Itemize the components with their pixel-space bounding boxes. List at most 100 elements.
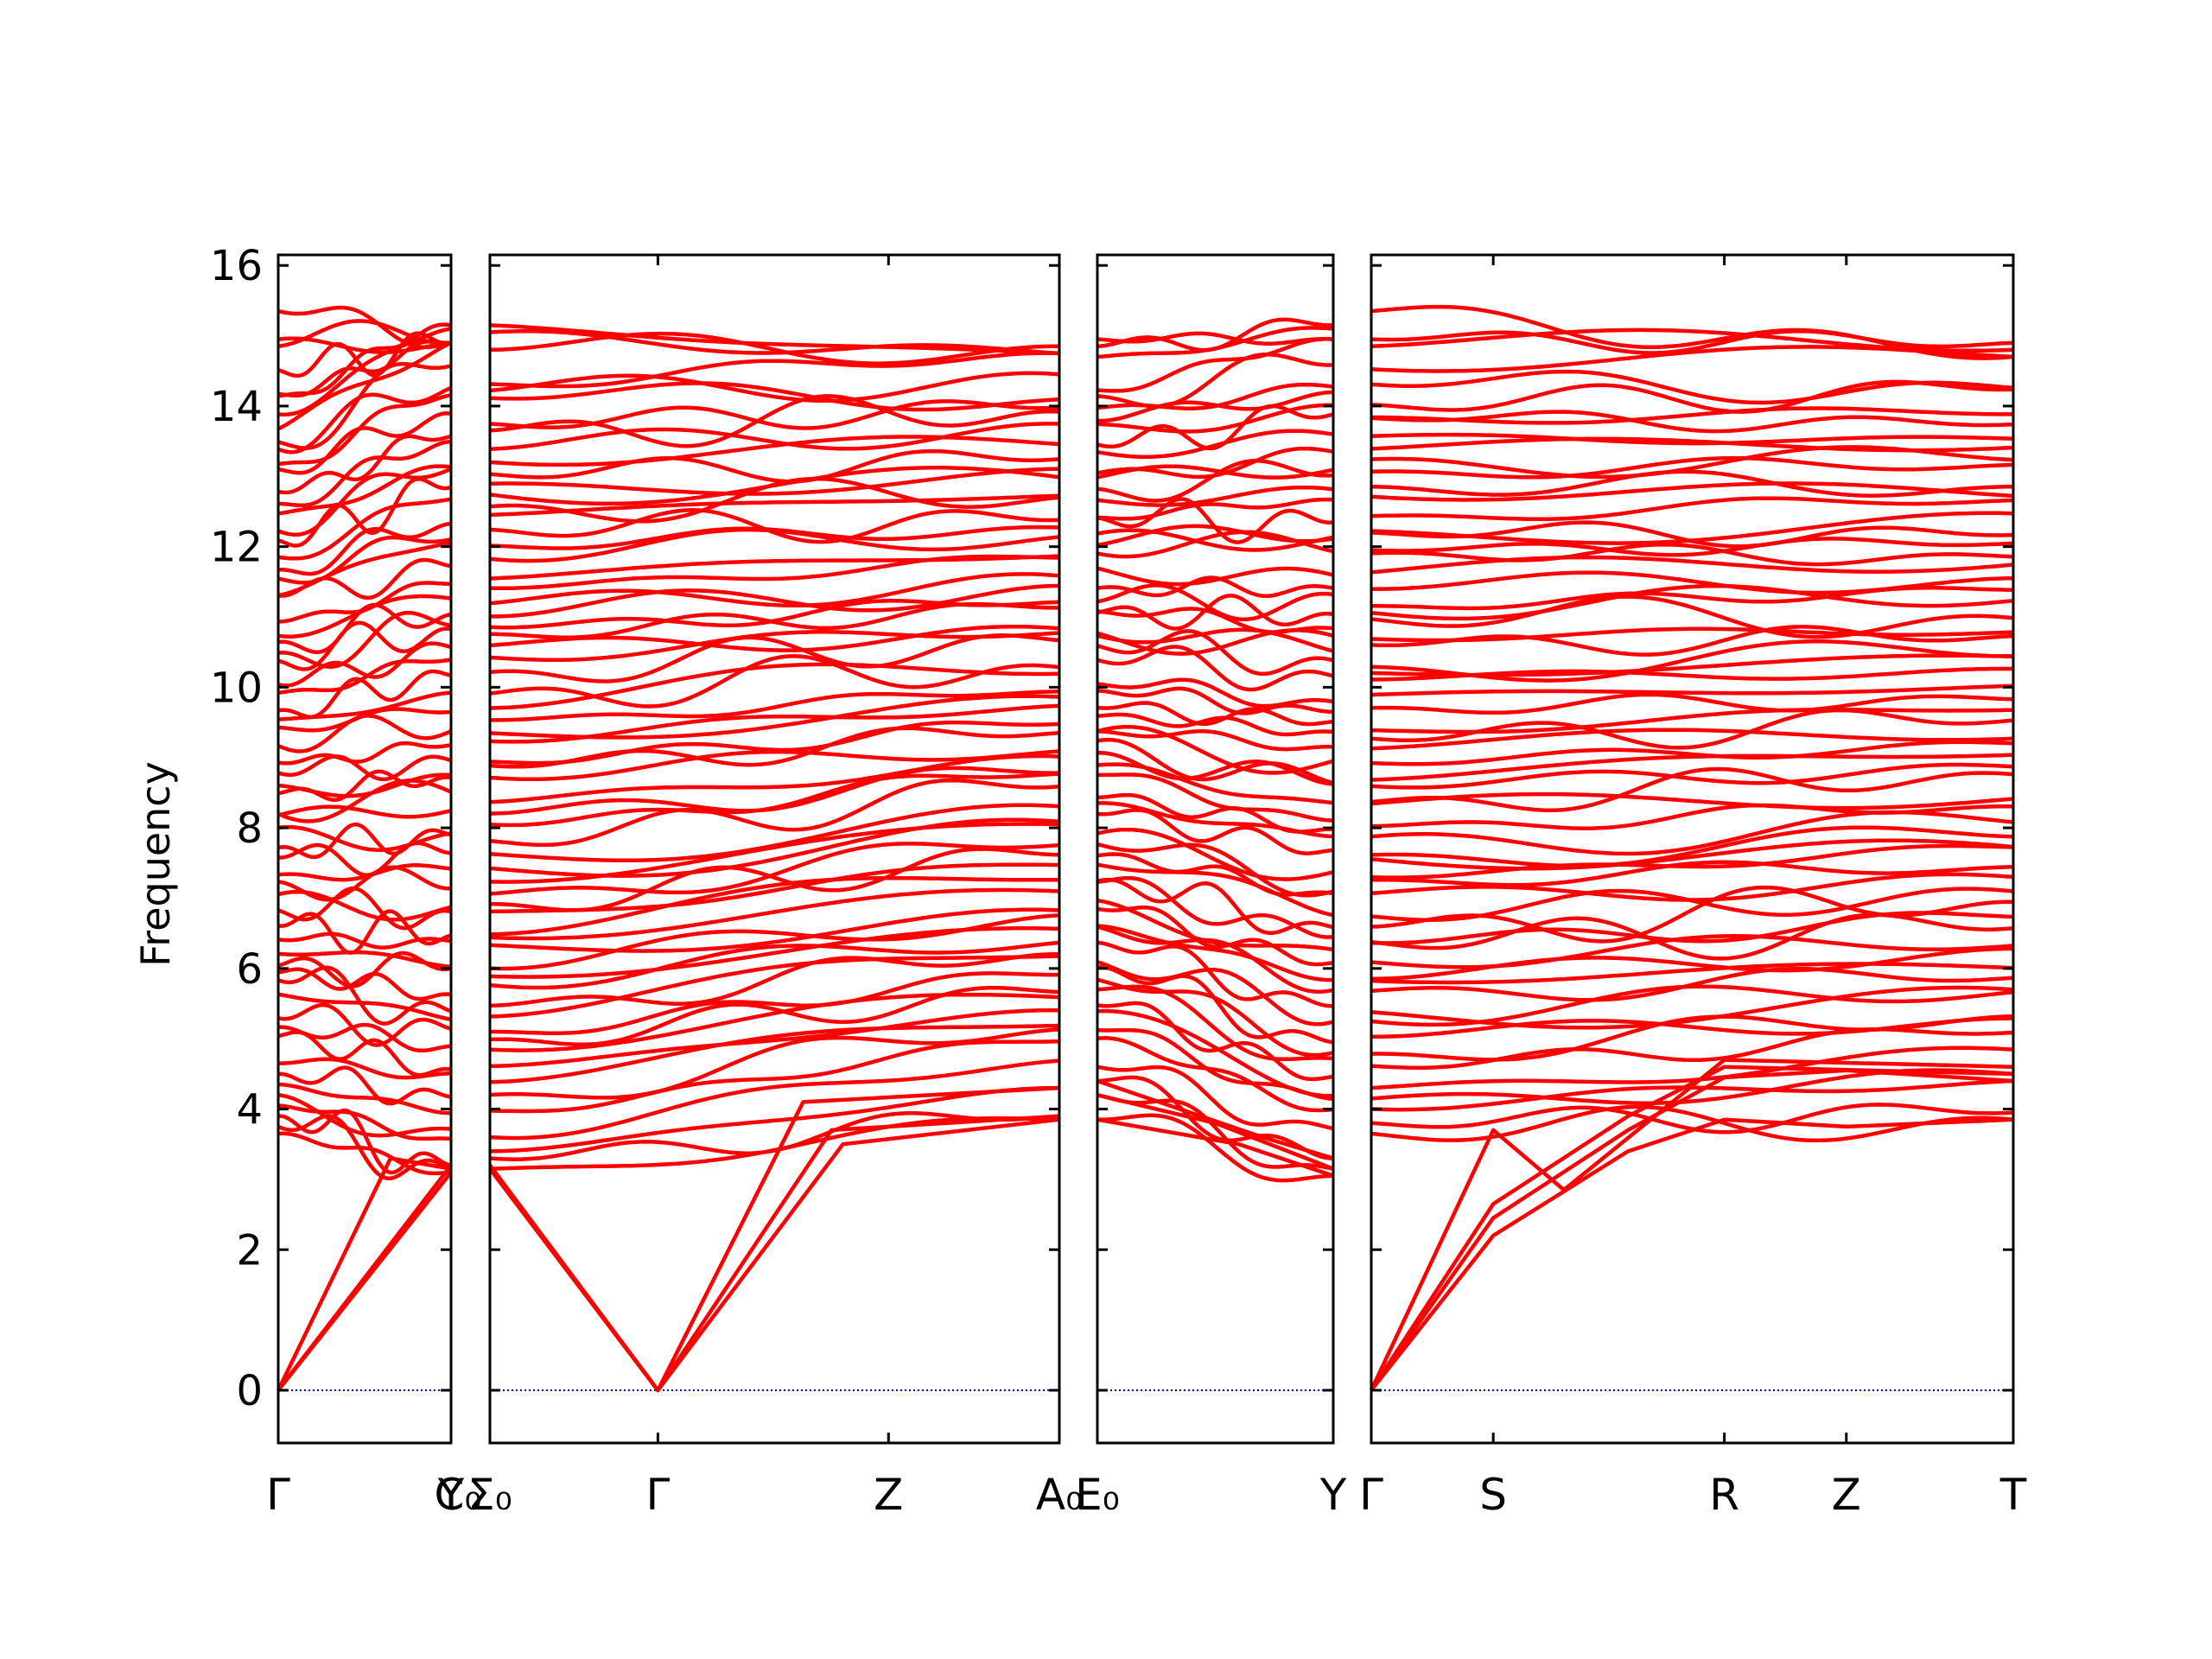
band-line — [277, 361, 452, 450]
band-line — [277, 581, 452, 624]
band-line — [1370, 1103, 2014, 1135]
y-tick-label: 14 — [210, 383, 263, 431]
band-line — [1096, 404, 1334, 451]
x-tick-label: Y — [1319, 1470, 1347, 1520]
band-line — [1096, 337, 1334, 393]
band-line — [277, 641, 452, 688]
band-line — [1096, 792, 1333, 834]
band-line — [1370, 1104, 2014, 1143]
band-line — [1096, 485, 1334, 507]
band-line — [1371, 1016, 2014, 1039]
band-line — [277, 707, 452, 733]
band-line — [277, 779, 452, 823]
band-line — [1370, 594, 2014, 639]
band-line — [489, 875, 1059, 937]
band-line — [277, 327, 452, 417]
band-line — [277, 1082, 452, 1116]
band-line — [277, 658, 452, 696]
band-line — [1370, 911, 2014, 945]
band-line — [1370, 432, 2014, 446]
band-line — [1370, 369, 2014, 405]
band-line — [1370, 639, 2014, 683]
band-line — [1370, 379, 2014, 414]
band-line — [489, 1027, 1060, 1100]
band-line — [1370, 985, 2014, 1030]
band-line — [1370, 583, 2014, 621]
band-line — [1096, 331, 1334, 346]
band-line — [277, 439, 452, 508]
band-line — [489, 572, 1060, 608]
x-tick-label: S — [1479, 1470, 1507, 1520]
band-line — [1370, 766, 2014, 812]
band-line — [1096, 1001, 1334, 1082]
band-line — [489, 329, 1060, 356]
band-line — [1096, 1113, 1334, 1183]
band-line — [490, 583, 1060, 619]
band-line — [277, 824, 452, 852]
band-line — [1096, 1008, 1334, 1098]
panel-frame — [276, 253, 453, 1445]
band-line — [489, 1007, 1059, 1069]
band-line — [1370, 1027, 2014, 1070]
band-line — [1370, 625, 2014, 657]
band-line — [1370, 753, 2014, 782]
band-line — [1096, 712, 1334, 737]
acoustic-branch — [276, 1164, 453, 1392]
acoustic-branch — [1369, 1058, 2014, 1391]
band-line — [489, 466, 1060, 506]
band-line — [489, 749, 1060, 782]
acoustic-branch — [1370, 1068, 2014, 1392]
band-line — [1370, 708, 2014, 734]
band-line — [1096, 686, 1333, 715]
band-line — [1370, 455, 2014, 480]
band-line — [277, 772, 452, 798]
band-line — [1096, 497, 1334, 521]
y-tick-label: 12 — [210, 524, 263, 572]
x-tick-label: R — [1709, 1470, 1739, 1520]
x-tick-label: Z — [874, 1470, 903, 1520]
band-line — [1096, 317, 1333, 353]
x-tick-label: T — [1999, 1470, 2027, 1520]
acoustic-branch — [1096, 1078, 1334, 1160]
band-line — [1096, 629, 1334, 677]
band-line — [1096, 905, 1334, 967]
band-line — [489, 654, 1060, 709]
band-line — [277, 669, 452, 720]
band-line — [277, 841, 452, 878]
band-line — [1096, 1027, 1334, 1101]
band-line — [1096, 645, 1334, 692]
band-line — [1370, 537, 2014, 557]
band-line — [489, 633, 1060, 683]
band-line — [1370, 872, 2014, 902]
band-line — [1096, 737, 1334, 785]
band-line — [489, 467, 1060, 496]
band-line — [489, 952, 1059, 1008]
band-line — [1096, 429, 1334, 460]
band-line — [489, 940, 1060, 990]
band-line — [489, 554, 1060, 581]
y-axis-label: Frequency — [132, 761, 179, 967]
band-line — [1096, 960, 1334, 1027]
band-line — [489, 1058, 1060, 1141]
band-line — [489, 694, 1060, 740]
band-line — [489, 493, 1060, 518]
y-tick-label: 2 — [236, 1226, 263, 1274]
band-line — [1096, 607, 1334, 634]
band-line — [489, 1039, 1060, 1114]
band-line — [1370, 934, 2014, 969]
band-line — [489, 448, 1060, 484]
band-line — [277, 965, 452, 1026]
band-line — [489, 803, 1060, 863]
band-line — [1370, 843, 2014, 880]
band-line — [489, 394, 1060, 448]
band-line — [489, 1085, 1059, 1154]
band-line — [1370, 860, 2014, 887]
band-line — [277, 754, 452, 782]
band-line — [1096, 808, 1334, 855]
band-line — [489, 954, 1060, 1019]
y-tick-label: 0 — [236, 1367, 263, 1415]
band-line — [489, 992, 1060, 1052]
acoustic-branch — [276, 1156, 452, 1391]
band-line — [277, 434, 452, 495]
